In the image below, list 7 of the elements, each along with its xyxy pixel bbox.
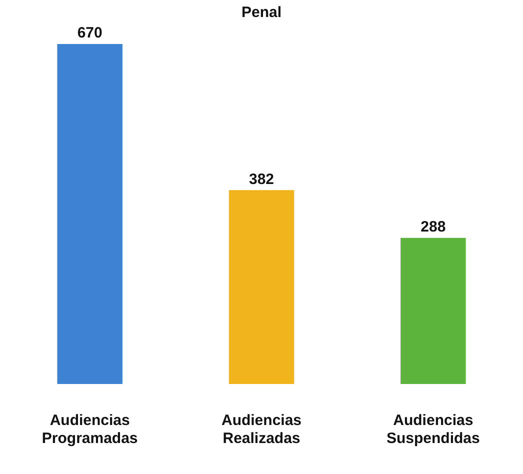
- x-tick-label: Audiencias Realizadas: [221, 412, 302, 448]
- data-label: 288: [420, 218, 446, 236]
- data-label: 382: [248, 170, 274, 188]
- chart-title: Penal: [241, 4, 282, 22]
- x-tick-label: Audiencias Programadas: [42, 412, 138, 448]
- x-tick-label: Audiencias Suspendidas: [386, 412, 480, 448]
- data-label: 670: [77, 24, 102, 42]
